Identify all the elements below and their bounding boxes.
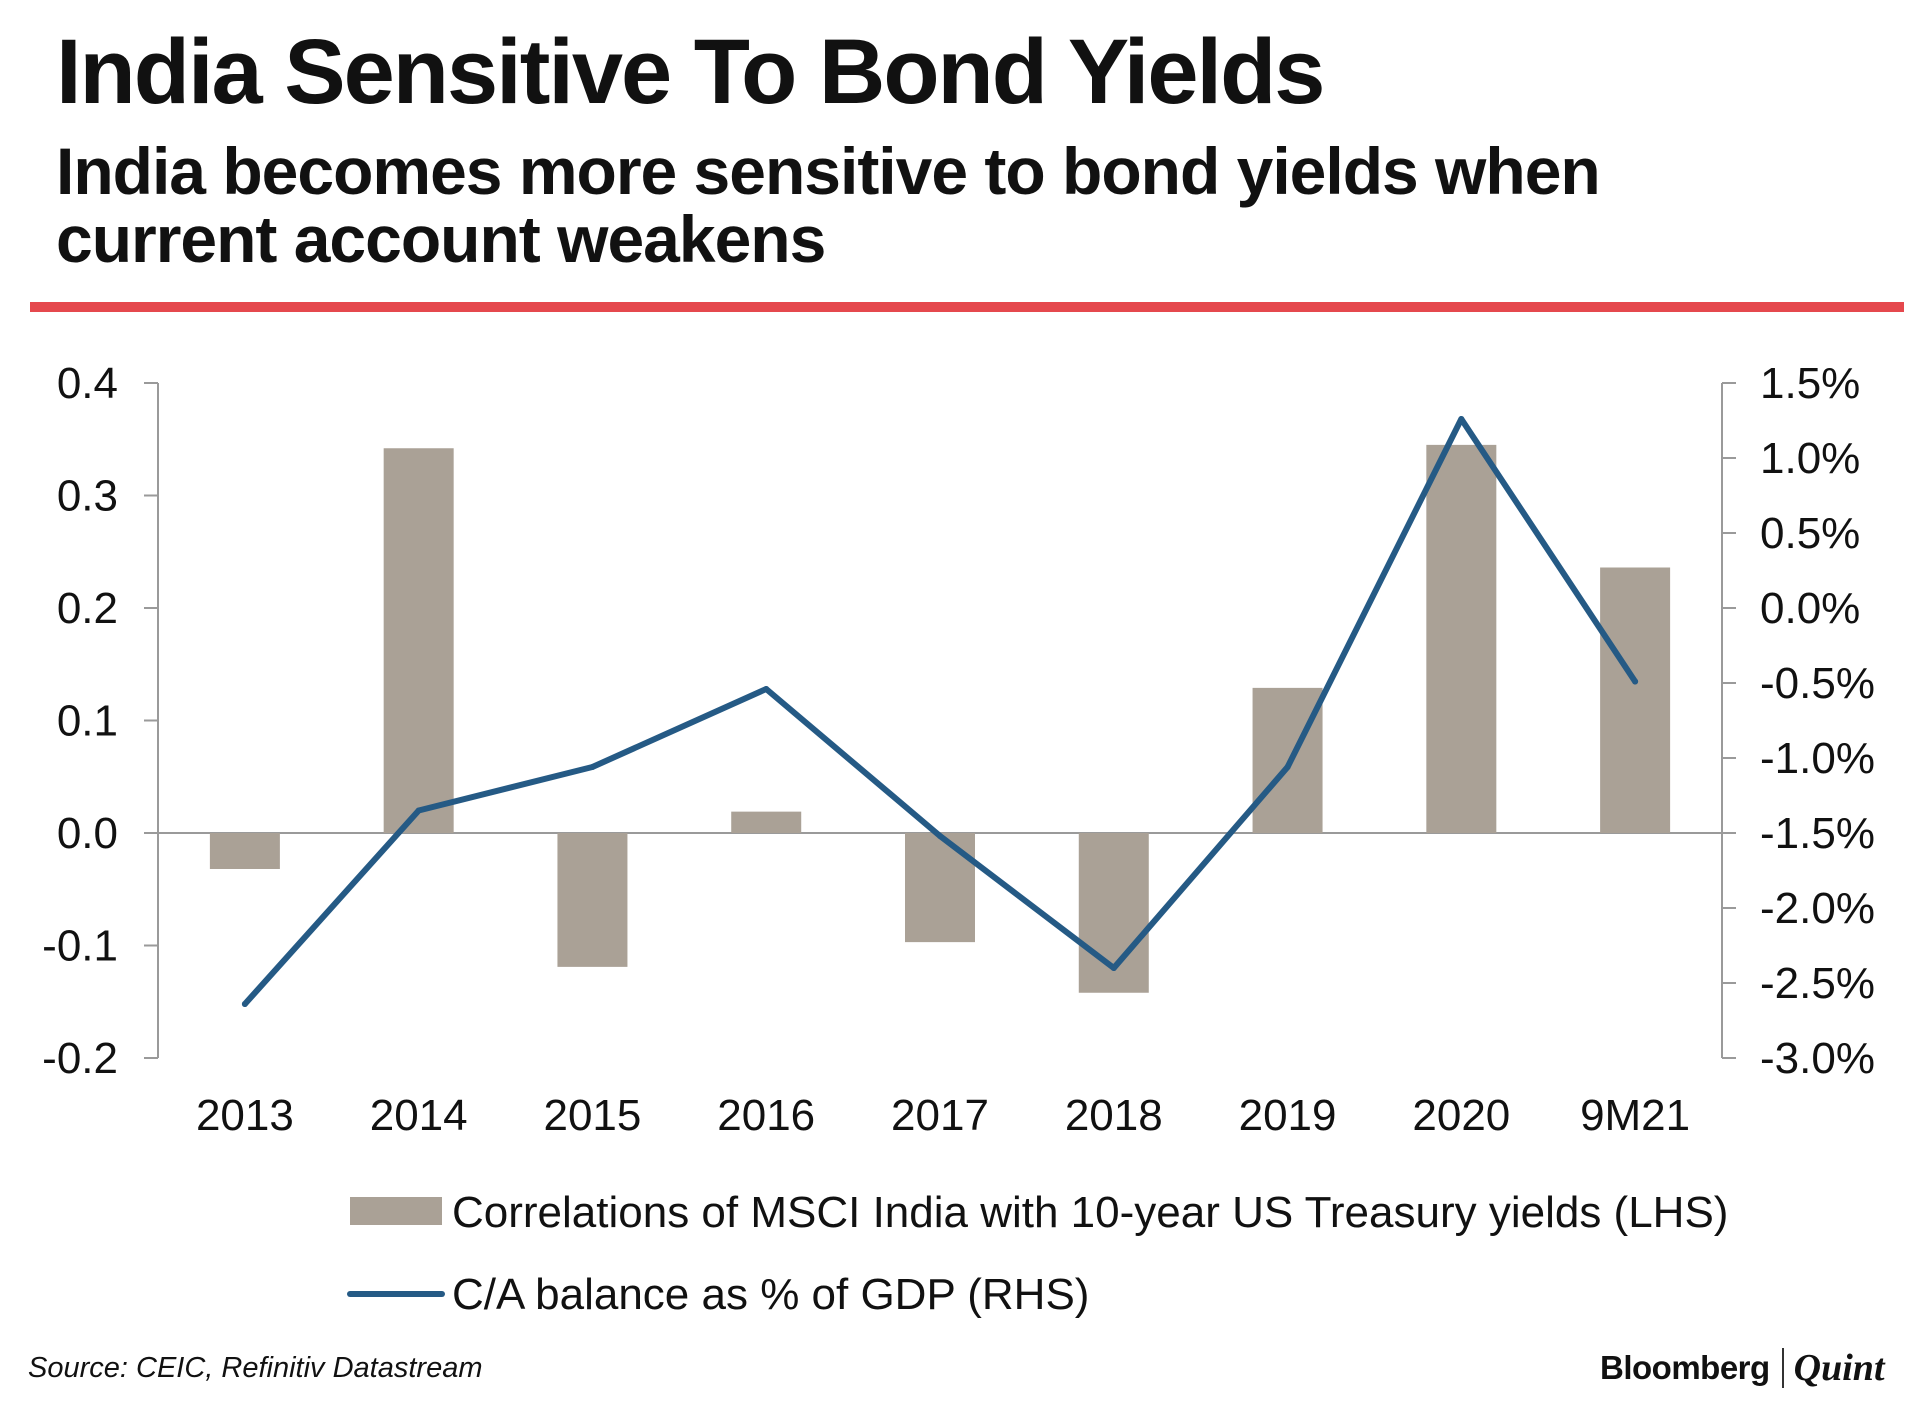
line-point <box>1458 416 1465 422</box>
bar <box>383 448 454 833</box>
bar <box>209 833 280 869</box>
bar-series <box>209 444 1671 993</box>
chart-subtitle: India becomes more sensitive to bond yie… <box>56 134 1601 276</box>
left-tick-label: 0.3 <box>57 472 118 521</box>
right-tick-label: -2.5% <box>1760 959 1875 1008</box>
legend-bar-swatch <box>350 1197 442 1225</box>
right-tick-label: -0.5% <box>1760 659 1875 708</box>
bar <box>1600 567 1671 833</box>
line-point <box>589 764 596 770</box>
legend-line-label: C/A balance as % of GDP (RHS) <box>452 1270 1089 1319</box>
line-point <box>415 807 422 814</box>
left-tick-label: 0.1 <box>57 697 118 746</box>
right-tick-label: 0.0% <box>1760 584 1860 633</box>
bar <box>557 833 628 967</box>
line-point <box>1284 764 1291 770</box>
right-tick-label: -3.0% <box>1760 1034 1875 1083</box>
right-tick-label: 0.5% <box>1760 509 1860 558</box>
left-tick-label: -0.2 <box>42 1034 118 1083</box>
source-note: Source: CEIC, Refinitiv Datastream <box>28 1352 483 1384</box>
legend: Correlations of MSCI India with 10-year … <box>347 1188 1728 1319</box>
brand-quint: Quint <box>1793 1347 1885 1389</box>
x-tick-label: 2017 <box>891 1091 989 1140</box>
x-tick-label: 2018 <box>1065 1091 1163 1140</box>
title-divider <box>30 302 1904 312</box>
brand-logo: Bloomberg Quint <box>1600 1346 1885 1390</box>
brand-bloomberg: Bloomberg <box>1600 1349 1770 1386</box>
x-tick-label: 9M21 <box>1580 1091 1690 1140</box>
x-tick-label: 2020 <box>1412 1091 1510 1140</box>
left-tick-label: 0.0 <box>57 809 118 858</box>
chart-canvas: 0.4 0.3 0.2 0.1 0.0 -0.1 -0.2 1.5% 1.0% 0.5% 0.0% -… <box>42 359 1875 1319</box>
left-tick-label: 0.2 <box>57 584 118 633</box>
line-point <box>763 686 770 692</box>
left-tick-label: 0.4 <box>57 359 118 408</box>
chart-axes <box>144 382 1736 1059</box>
legend-bar-label: Correlations of MSCI India with 10-year … <box>452 1188 1728 1237</box>
right-tick-label: -1.0% <box>1760 734 1875 783</box>
line-point <box>1110 965 1117 971</box>
tick-labels: 0.4 0.3 0.2 0.1 0.0 -0.1 -0.2 1.5% 1.0% 0.5% 0.0% -… <box>42 359 1875 1140</box>
line-point <box>241 1001 248 1007</box>
x-tick-label: 2014 <box>370 1091 468 1140</box>
x-tick-label: 2015 <box>543 1091 641 1140</box>
right-tick-label: 1.0% <box>1760 434 1860 483</box>
right-tick-label: -1.5% <box>1760 809 1875 858</box>
left-tick-label: -0.1 <box>42 922 118 971</box>
bar <box>905 833 975 943</box>
x-tick-label: 2019 <box>1239 1091 1337 1140</box>
x-tick-label: 2016 <box>717 1091 815 1140</box>
right-tick-label: 1.5% <box>1760 359 1860 408</box>
right-tick-label: -2.0% <box>1760 884 1875 933</box>
line-series <box>241 416 1639 1007</box>
line-point <box>1632 678 1639 685</box>
x-tick-label: 2013 <box>196 1091 294 1140</box>
line-point <box>937 833 943 839</box>
brand-separator <box>1781 1348 1784 1388</box>
bar <box>1426 444 1497 833</box>
bar <box>731 811 802 833</box>
chart-title: India Sensitive To Bond Yields <box>56 21 1325 123</box>
